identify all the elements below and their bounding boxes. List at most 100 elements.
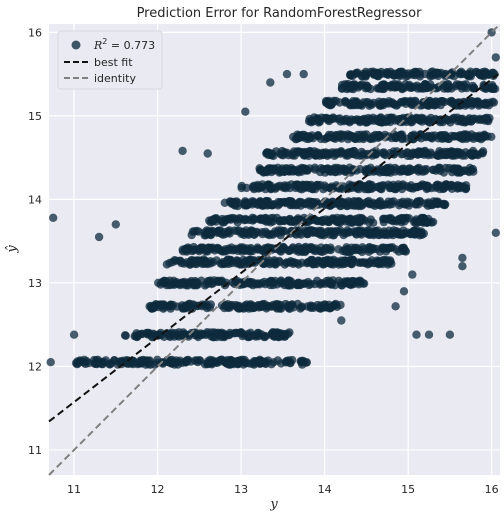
data-point	[458, 262, 467, 271]
data-point	[267, 331, 277, 340]
data-point	[355, 227, 364, 236]
data-point	[279, 227, 288, 236]
data-point	[82, 357, 91, 366]
data-point	[284, 301, 293, 310]
data-point	[263, 216, 272, 225]
data-point	[184, 302, 193, 312]
data-point	[306, 117, 316, 126]
data-point	[374, 131, 383, 140]
data-point	[372, 244, 381, 254]
data-point	[394, 182, 403, 191]
data-point	[359, 279, 369, 288]
data-point	[244, 302, 254, 311]
data-point	[359, 134, 368, 144]
data-point	[347, 147, 356, 157]
data-point	[368, 200, 377, 209]
data-point	[348, 277, 357, 286]
data-point	[456, 183, 466, 193]
data-point	[240, 279, 249, 289]
data-point	[187, 258, 196, 268]
data-point	[263, 229, 272, 238]
data-point	[192, 226, 202, 236]
data-point	[258, 301, 267, 311]
data-point	[408, 270, 417, 279]
data-point	[349, 82, 359, 91]
data-point	[327, 279, 336, 288]
data-point	[111, 220, 121, 229]
data-point	[488, 97, 497, 107]
data-point	[359, 98, 368, 107]
legend-box	[57, 30, 163, 90]
data-point	[411, 218, 421, 227]
data-point	[299, 69, 308, 79]
data-point	[248, 258, 257, 267]
data-point	[224, 214, 233, 224]
data-point	[266, 276, 276, 286]
data-point	[345, 131, 355, 140]
data-point	[441, 133, 451, 142]
data-point	[277, 216, 286, 225]
data-point	[335, 218, 345, 227]
data-point	[447, 69, 456, 79]
data-point	[394, 81, 403, 90]
data-point	[361, 72, 370, 81]
data-point	[218, 214, 227, 224]
data-point	[404, 69, 413, 78]
data-point	[413, 164, 422, 173]
data-point	[312, 276, 322, 285]
data-point	[257, 199, 266, 209]
data-point	[366, 134, 376, 144]
data-point	[399, 287, 409, 296]
data-point	[443, 84, 453, 93]
data-point	[398, 243, 407, 253]
data-point	[261, 357, 270, 366]
data-point	[488, 84, 497, 94]
data-point	[441, 163, 451, 173]
data-point	[268, 164, 278, 174]
data-point	[358, 201, 367, 210]
data-point	[303, 302, 312, 311]
data-point	[217, 276, 226, 285]
data-point	[341, 80, 350, 89]
data-point	[395, 215, 404, 224]
data-point	[329, 228, 338, 238]
data-point	[382, 117, 392, 126]
data-point	[321, 258, 330, 268]
data-point	[390, 167, 400, 176]
x-axis-label: y	[269, 497, 278, 512]
data-point	[391, 302, 400, 311]
data-point	[373, 257, 382, 266]
y-axis-label: ŷ	[5, 245, 20, 254]
data-point	[210, 276, 219, 285]
data-point	[69, 330, 79, 339]
data-point	[484, 116, 493, 126]
data-point	[382, 68, 392, 77]
data-point	[487, 132, 496, 141]
data-point	[199, 244, 208, 253]
data-point	[369, 218, 378, 227]
data-point	[94, 232, 104, 242]
data-point	[286, 246, 295, 255]
data-point	[241, 107, 250, 116]
data-point	[223, 300, 232, 309]
data-point	[491, 53, 500, 62]
data-point	[275, 256, 284, 266]
x-tick-label: 11	[67, 483, 81, 496]
data-point	[398, 197, 407, 206]
data-point	[206, 257, 215, 266]
data-point	[296, 304, 305, 313]
data-point	[252, 183, 262, 192]
data-point	[340, 198, 349, 207]
data-point	[386, 183, 395, 193]
data-point	[158, 359, 168, 368]
y-tick-labels: 11 12 13 14 15 16	[28, 26, 42, 457]
data-point	[133, 332, 142, 341]
data-point	[383, 214, 392, 223]
data-point	[459, 80, 468, 90]
identity-line	[48, 23, 501, 476]
data-point	[293, 182, 302, 191]
x-tick-label: 15	[401, 483, 415, 496]
data-point	[430, 131, 440, 140]
data-point	[342, 114, 351, 124]
data-point	[380, 98, 389, 107]
